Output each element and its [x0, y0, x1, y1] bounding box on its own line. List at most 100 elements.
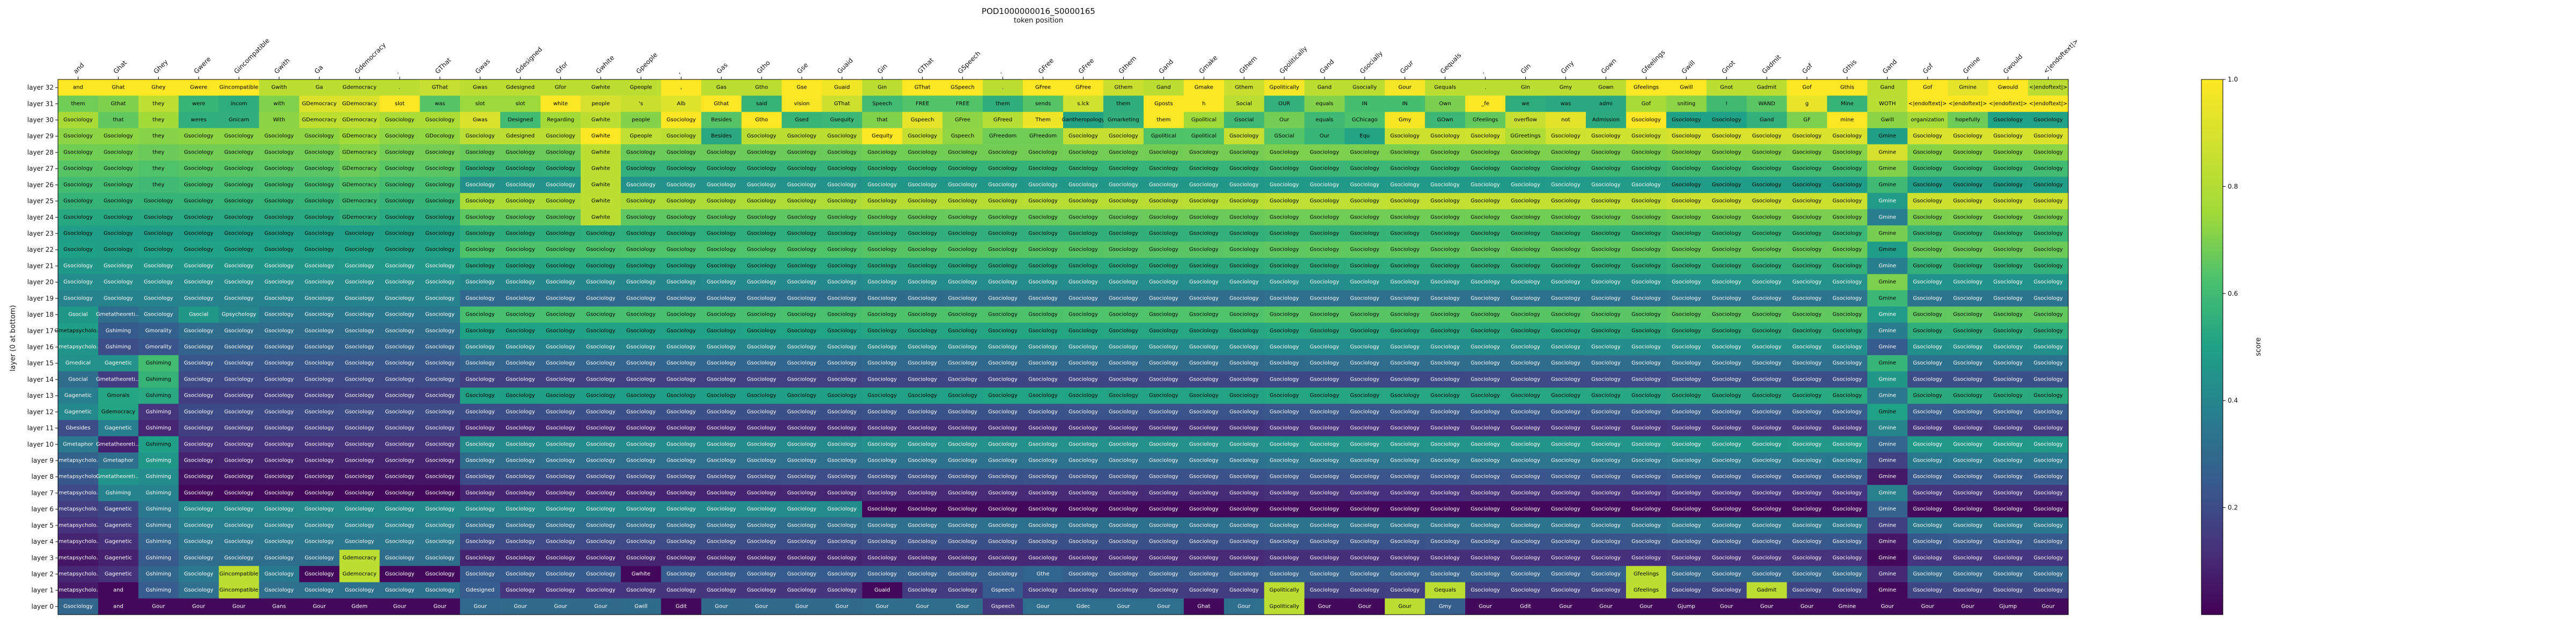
cell-label: Gsociology — [1913, 149, 1942, 155]
cell-label: Gshiming — [146, 376, 171, 382]
cell-label: white — [553, 101, 568, 107]
cell-label: Gsociology — [1792, 198, 1822, 204]
cell-label: Gsociology — [1310, 441, 1340, 447]
cell-label: Gsociology — [1310, 312, 1340, 318]
cell-label: Gthat — [111, 101, 126, 107]
cell-label: Gsociology — [1069, 247, 1098, 253]
cell-label: Gsociology — [1833, 587, 1862, 593]
cell-label: Gsociology — [305, 133, 334, 139]
cell-label: Gsociology — [425, 506, 455, 512]
cell-label: Gsociology — [345, 344, 375, 350]
cell-label: Gmetatheoreti… — [96, 376, 141, 382]
heatmap-cell — [1224, 193, 1265, 210]
cell-label: Gsociology — [144, 263, 173, 269]
heatmap-cell — [1023, 96, 1064, 112]
cell-label: Gsociology — [1149, 360, 1179, 366]
cell-label: GFree — [1075, 85, 1091, 91]
cell-label: Gsociology — [626, 166, 656, 172]
cell-label: Gsociology — [828, 555, 857, 561]
cell-label: Gsociology — [1792, 376, 1822, 382]
heatmap-cell — [299, 96, 340, 112]
cell-label: Gsociology — [1511, 247, 1540, 253]
heatmap-cell — [138, 193, 179, 210]
cell-label: Gsociology — [1470, 555, 1500, 561]
cell-label: Gsociology — [305, 555, 334, 561]
cell-label: Gsociology — [1270, 344, 1299, 350]
cell-label: GDemocracy — [342, 182, 377, 188]
cell-label: Gsociology — [787, 279, 817, 285]
cell-label: Gsociology — [747, 344, 777, 350]
heatmap-cell — [741, 193, 782, 210]
cell-label: Gsociology — [465, 198, 495, 204]
heatmap-cell — [178, 144, 219, 161]
cell-label: Gsociology — [1993, 133, 2023, 139]
cell-label: Gsociology — [1511, 555, 1540, 561]
cell-label: Gsociology — [1189, 587, 1219, 593]
cell-label: Gsociology — [787, 133, 817, 139]
cell-label: Gsociology — [184, 328, 214, 334]
cell-label: Gagenetic — [64, 393, 92, 399]
cell-label: Gsociology — [1270, 182, 1299, 188]
cell-label: Gsociology — [1069, 571, 1098, 577]
cell-label: Ghat — [112, 85, 125, 91]
cell-label: Gsociology — [1913, 425, 1942, 431]
cell-label: Gsociology — [1591, 409, 1621, 415]
cell-label: Gour — [1640, 603, 1653, 609]
heatmap-cell — [1505, 79, 1546, 96]
cell-label: Gsociology — [345, 312, 375, 318]
cell-label: Gsociology — [988, 425, 1018, 431]
heatmap-cell — [178, 96, 219, 112]
cell-label: Gsociology — [1833, 328, 1862, 334]
cell-label: GDemocracy — [342, 214, 377, 220]
cell-label: Gsociology — [465, 474, 495, 480]
cell-label: Gsociology — [747, 376, 777, 382]
cell-label: Gshiming — [146, 522, 171, 528]
cell-label: Gwhite — [591, 214, 610, 220]
cell-label: Gsociology — [63, 149, 93, 155]
cell-label: Gsociology — [828, 425, 857, 431]
cell-label: Gsociology — [1310, 182, 1340, 188]
cell-label: Gsociology — [626, 506, 656, 512]
cell-label: Gsociology — [1792, 231, 1822, 237]
heatmap-cell — [1304, 177, 1345, 193]
cell-label: Gsociology — [828, 457, 857, 463]
cell-label: Gsociology — [1470, 522, 1500, 528]
x-tick-label: Gmake — [1197, 54, 1219, 75]
cell-label: Gwhite — [591, 149, 610, 155]
cell-label: Gsociology — [586, 279, 616, 285]
heatmap-cell — [138, 177, 179, 193]
cell-label: Gsociology — [1310, 376, 1340, 382]
cell-label: Gsociology — [1752, 457, 1782, 463]
cell-label: Gsociology — [1511, 425, 1540, 431]
cell-label: Gsociology — [988, 198, 1018, 204]
cell-label: Gsociology — [1913, 409, 1942, 415]
cell-label: Gsociology — [1672, 409, 1701, 415]
cell-label: Gsociology — [747, 247, 777, 253]
cell-label: Gsociology — [2033, 490, 2063, 496]
cell-label: Gsociology — [1149, 474, 1179, 480]
cell-label: Gsociology — [747, 231, 777, 237]
cell-label: Gsociology — [1390, 133, 1419, 139]
cell-label: Gsociology — [787, 247, 817, 253]
heatmap-cell — [1626, 177, 1667, 193]
cell-label: Gsociology — [1028, 263, 1058, 269]
cell-label: Gsociology — [1591, 263, 1621, 269]
cell-label: Gmine — [1839, 603, 1856, 609]
cell-label: Gantheropology — [1062, 117, 1104, 123]
heatmap-cell — [1746, 161, 1788, 177]
cell-label: Gmine — [1878, 490, 1896, 496]
heatmap-cell — [1224, 96, 1265, 112]
cell-label: Gsociology — [1109, 571, 1138, 577]
cell-label: Gsociology — [1069, 393, 1098, 399]
cell-label: Gsociology — [104, 214, 133, 220]
cell-label: Gsociology — [1430, 166, 1460, 172]
cell-label: Gtho — [755, 117, 768, 123]
cell-label: Gsociology — [465, 133, 495, 139]
cell-label: Gmetaphor — [103, 457, 134, 463]
cell-label: Gour — [1921, 603, 1935, 609]
cell-label: Gsociology — [1752, 231, 1782, 237]
x-tick-label: Gthem — [1238, 54, 1258, 75]
heatmap-cell — [299, 128, 340, 145]
cell-label: Gsociology — [546, 149, 575, 155]
cell-label: Gsociology — [1430, 425, 1460, 431]
